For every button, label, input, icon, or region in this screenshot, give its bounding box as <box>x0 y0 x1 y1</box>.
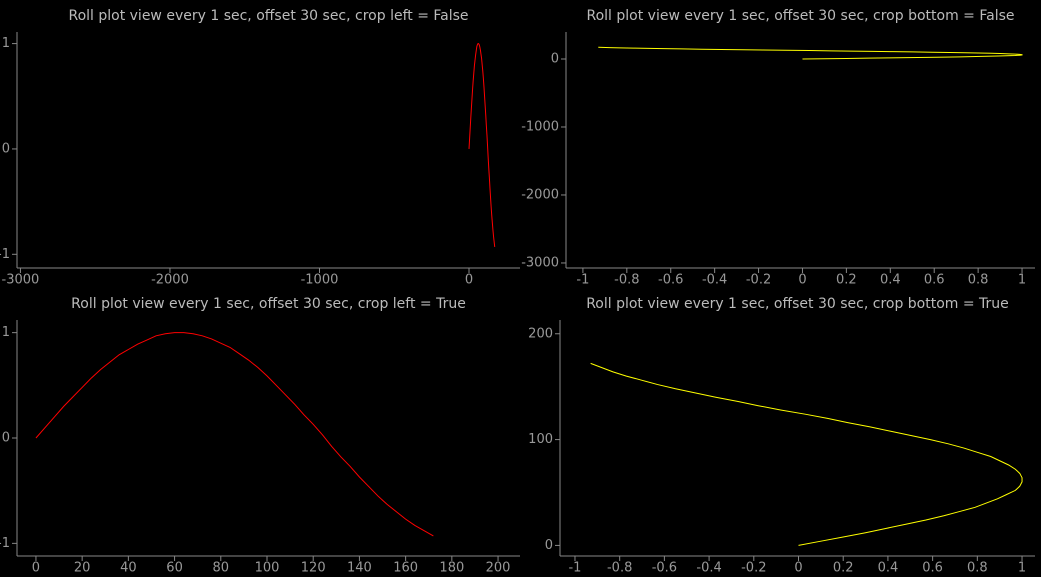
x-tick-label: 1 <box>1018 561 1026 576</box>
series-line <box>598 46 1023 60</box>
chart-title: Roll plot view every 1 sec, offset 30 se… <box>68 8 468 24</box>
y-tick-label: 200 <box>528 326 553 341</box>
x-tick-label: 40 <box>120 561 137 576</box>
x-tick-label: 0.6 <box>924 273 945 288</box>
x-tick-label: -0.4 <box>702 273 727 288</box>
x-tick-label: -3000 <box>2 273 40 288</box>
chart-title: Roll plot view every 1 sec, offset 30 se… <box>586 8 1014 24</box>
y-tick-label: 1 <box>2 36 10 51</box>
y-tick-label: 0 <box>2 431 10 446</box>
series-line <box>590 362 1023 546</box>
x-tick-label: 0 <box>465 273 473 288</box>
x-tick-label: 120 <box>301 561 326 576</box>
y-tick-label: -2000 <box>521 187 559 202</box>
x-tick-label: 0.8 <box>968 273 989 288</box>
x-tick-label: -1 <box>568 561 581 576</box>
y-tick-label: 100 <box>528 432 553 447</box>
y-tick-label: -3000 <box>521 255 559 270</box>
chart-title: Roll plot view every 1 sec, offset 30 se… <box>586 296 1009 312</box>
y-tick-label: -1 <box>0 536 10 551</box>
x-tick-label: 0 <box>32 561 40 576</box>
x-tick-label: -0.6 <box>658 273 683 288</box>
x-tick-label: -0.2 <box>746 273 771 288</box>
y-tick-label: 1 <box>2 325 10 340</box>
x-tick-label: 180 <box>439 561 464 576</box>
x-tick-label: 0.2 <box>836 273 857 288</box>
x-tick-label: 0.2 <box>833 561 854 576</box>
series-line <box>35 332 434 537</box>
x-tick-label: 140 <box>347 561 372 576</box>
x-tick-label: 80 <box>213 561 230 576</box>
x-tick-label: -1 <box>576 273 589 288</box>
chart-title: Roll plot view every 1 sec, offset 30 se… <box>71 296 466 312</box>
x-tick-label: 60 <box>166 561 183 576</box>
y-tick-label: -1 <box>0 247 10 262</box>
x-tick-label: -2000 <box>151 273 189 288</box>
x-tick-label: -0.8 <box>607 561 632 576</box>
y-tick-label: 0 <box>2 141 10 156</box>
x-tick-label: 0.4 <box>880 273 901 288</box>
x-tick-label: 100 <box>255 561 280 576</box>
x-tick-label: 0.8 <box>967 561 988 576</box>
x-tick-label: 1 <box>1018 273 1026 288</box>
x-tick-label: -0.2 <box>741 561 766 576</box>
x-tick-label: -1000 <box>301 273 339 288</box>
y-tick-label: -1000 <box>521 119 559 134</box>
x-tick-label: -0.6 <box>652 561 677 576</box>
x-tick-label: 0 <box>798 273 806 288</box>
y-tick-label: 0 <box>545 538 553 553</box>
x-tick-label: -0.8 <box>614 273 639 288</box>
x-tick-label: 160 <box>393 561 418 576</box>
x-tick-label: 0 <box>794 561 802 576</box>
x-tick-label: 200 <box>486 561 511 576</box>
x-tick-label: -0.4 <box>696 561 721 576</box>
x-tick-label: 0.6 <box>922 561 943 576</box>
series-line <box>468 43 496 247</box>
x-tick-label: 20 <box>74 561 91 576</box>
x-tick-label: 0.4 <box>878 561 899 576</box>
y-tick-label: 0 <box>551 51 559 66</box>
